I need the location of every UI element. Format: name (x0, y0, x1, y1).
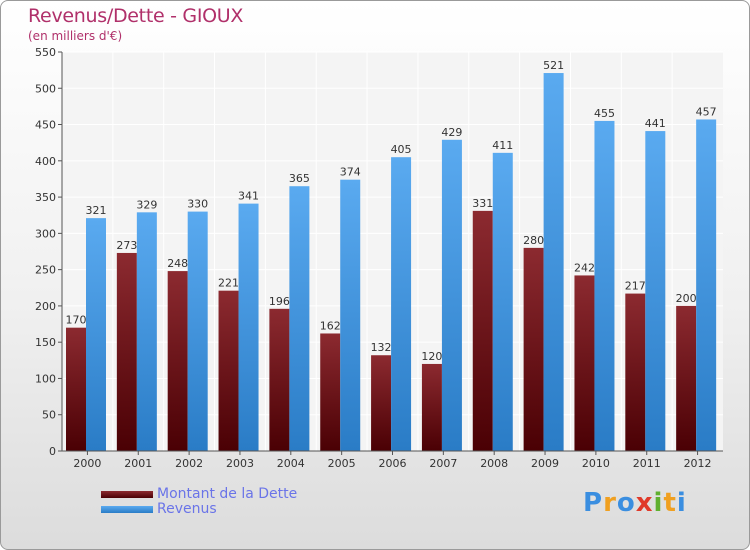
data-label-dette-2008: 331 (472, 197, 493, 210)
data-label-dette-2009: 280 (523, 234, 544, 247)
bar-dette-2005 (320, 333, 341, 451)
data-label-revenus-2010: 455 (594, 107, 615, 120)
data-label-revenus-2012: 457 (696, 105, 717, 118)
bar-dette-2000 (66, 327, 86, 451)
logo-letter: o (616, 488, 636, 518)
logo-letter: t (663, 488, 677, 518)
chart-title: Revenus/Dette - GIOUX (28, 5, 244, 27)
y-tick-label: 200 (35, 300, 56, 313)
x-tick-label-2001: 2001 (124, 457, 152, 470)
data-label-dette-2010: 242 (574, 261, 595, 274)
y-tick-label: 450 (35, 119, 56, 132)
y-tick-label: 400 (35, 155, 56, 168)
bar-dette-2008 (472, 210, 493, 451)
y-tick-label: 500 (35, 82, 56, 95)
bar-revenus-2007 (441, 139, 462, 451)
data-label-dette-2012: 200 (676, 292, 697, 305)
bar-revenus-2000 (86, 218, 106, 451)
data-label-dette-2011: 217 (625, 280, 646, 293)
data-label-revenus-2003: 341 (238, 190, 259, 203)
bar-revenus-2012 (696, 119, 717, 451)
bar-dette-2004 (269, 308, 290, 451)
bar-dette-2011 (625, 293, 646, 451)
y-tick-label: 50 (42, 409, 56, 422)
y-tick-label: 300 (35, 227, 56, 240)
data-label-dette-2005: 162 (320, 319, 341, 332)
bar-revenus-2002 (187, 211, 208, 451)
data-label-revenus-2001: 329 (136, 198, 157, 211)
bar-dette-2012 (676, 305, 697, 451)
bar-revenus-2008 (492, 152, 513, 451)
logo-letter: P (583, 488, 604, 518)
bar-dette-2010 (574, 275, 595, 451)
y-tick-label: 0 (49, 445, 56, 458)
x-tick-label-2012: 2012 (684, 457, 712, 470)
y-tick-label: 100 (35, 372, 56, 385)
bar-dette-2006 (371, 355, 392, 451)
bar-dette-2009 (523, 247, 544, 451)
data-label-dette-2000: 170 (66, 314, 87, 327)
chart-subtitle: (en milliers d'€) (28, 29, 123, 43)
data-label-revenus-2008: 411 (492, 139, 513, 152)
y-tick-label: 350 (35, 191, 56, 204)
y-tick-label: 550 (35, 46, 56, 59)
data-label-revenus-2000: 321 (86, 204, 107, 217)
legend-swatch-dette (101, 491, 153, 498)
data-label-revenus-2004: 365 (289, 172, 310, 185)
bar-revenus-2006 (391, 157, 412, 451)
bar-revenus-2003 (238, 203, 259, 451)
data-label-revenus-2011: 441 (645, 117, 666, 130)
bar-revenus-2005 (340, 179, 361, 451)
x-tick-label-2009: 2009 (531, 457, 559, 470)
data-label-revenus-2005: 374 (340, 166, 361, 179)
data-label-dette-2006: 132 (371, 341, 392, 354)
data-label-revenus-2007: 429 (441, 126, 462, 139)
x-tick-label-2000: 2000 (73, 457, 101, 470)
data-label-revenus-2002: 330 (187, 198, 208, 211)
data-label-dette-2001: 273 (116, 239, 137, 252)
x-tick-label-2004: 2004 (277, 457, 305, 470)
data-label-dette-2003: 221 (218, 277, 239, 290)
data-label-revenus-2009: 521 (543, 59, 564, 72)
bar-revenus-2009 (543, 73, 564, 452)
logo-letter: x (635, 488, 654, 518)
bar-dette-2007 (421, 363, 442, 451)
data-label-revenus-2006: 405 (391, 143, 412, 156)
bar-revenus-2011 (645, 131, 666, 452)
x-tick-label-2011: 2011 (633, 457, 661, 470)
x-tick-label-2008: 2008 (480, 457, 508, 470)
proxiti-logo: Proxiti (583, 488, 687, 518)
bar-revenus-2004 (289, 186, 310, 451)
bar-revenus-2001 (136, 212, 157, 451)
data-label-dette-2002: 248 (167, 257, 188, 270)
logo-letter: i (653, 488, 664, 518)
data-label-dette-2004: 196 (269, 295, 290, 308)
bar-dette-2003 (218, 290, 239, 451)
logo-letter: i (676, 488, 687, 518)
legend-label-dette: Montant de la Dette (157, 486, 298, 502)
bar-dette-2001 (116, 252, 137, 451)
x-tick-label-2003: 2003 (226, 457, 254, 470)
legend-swatch-revenus (101, 506, 153, 513)
legend-label-revenus: Revenus (157, 501, 217, 517)
x-tick-label-2006: 2006 (379, 457, 407, 470)
x-tick-label-2007: 2007 (429, 457, 457, 470)
y-tick-label: 250 (35, 264, 56, 277)
bar-revenus-2010 (594, 120, 615, 451)
x-tick-label-2010: 2010 (582, 457, 610, 470)
logo-letter: r (603, 488, 617, 518)
x-tick-label-2005: 2005 (328, 457, 356, 470)
x-tick-label-2002: 2002 (175, 457, 203, 470)
data-label-dette-2007: 120 (421, 350, 442, 363)
y-tick-label: 150 (35, 336, 56, 349)
bar-dette-2002 (167, 271, 188, 451)
